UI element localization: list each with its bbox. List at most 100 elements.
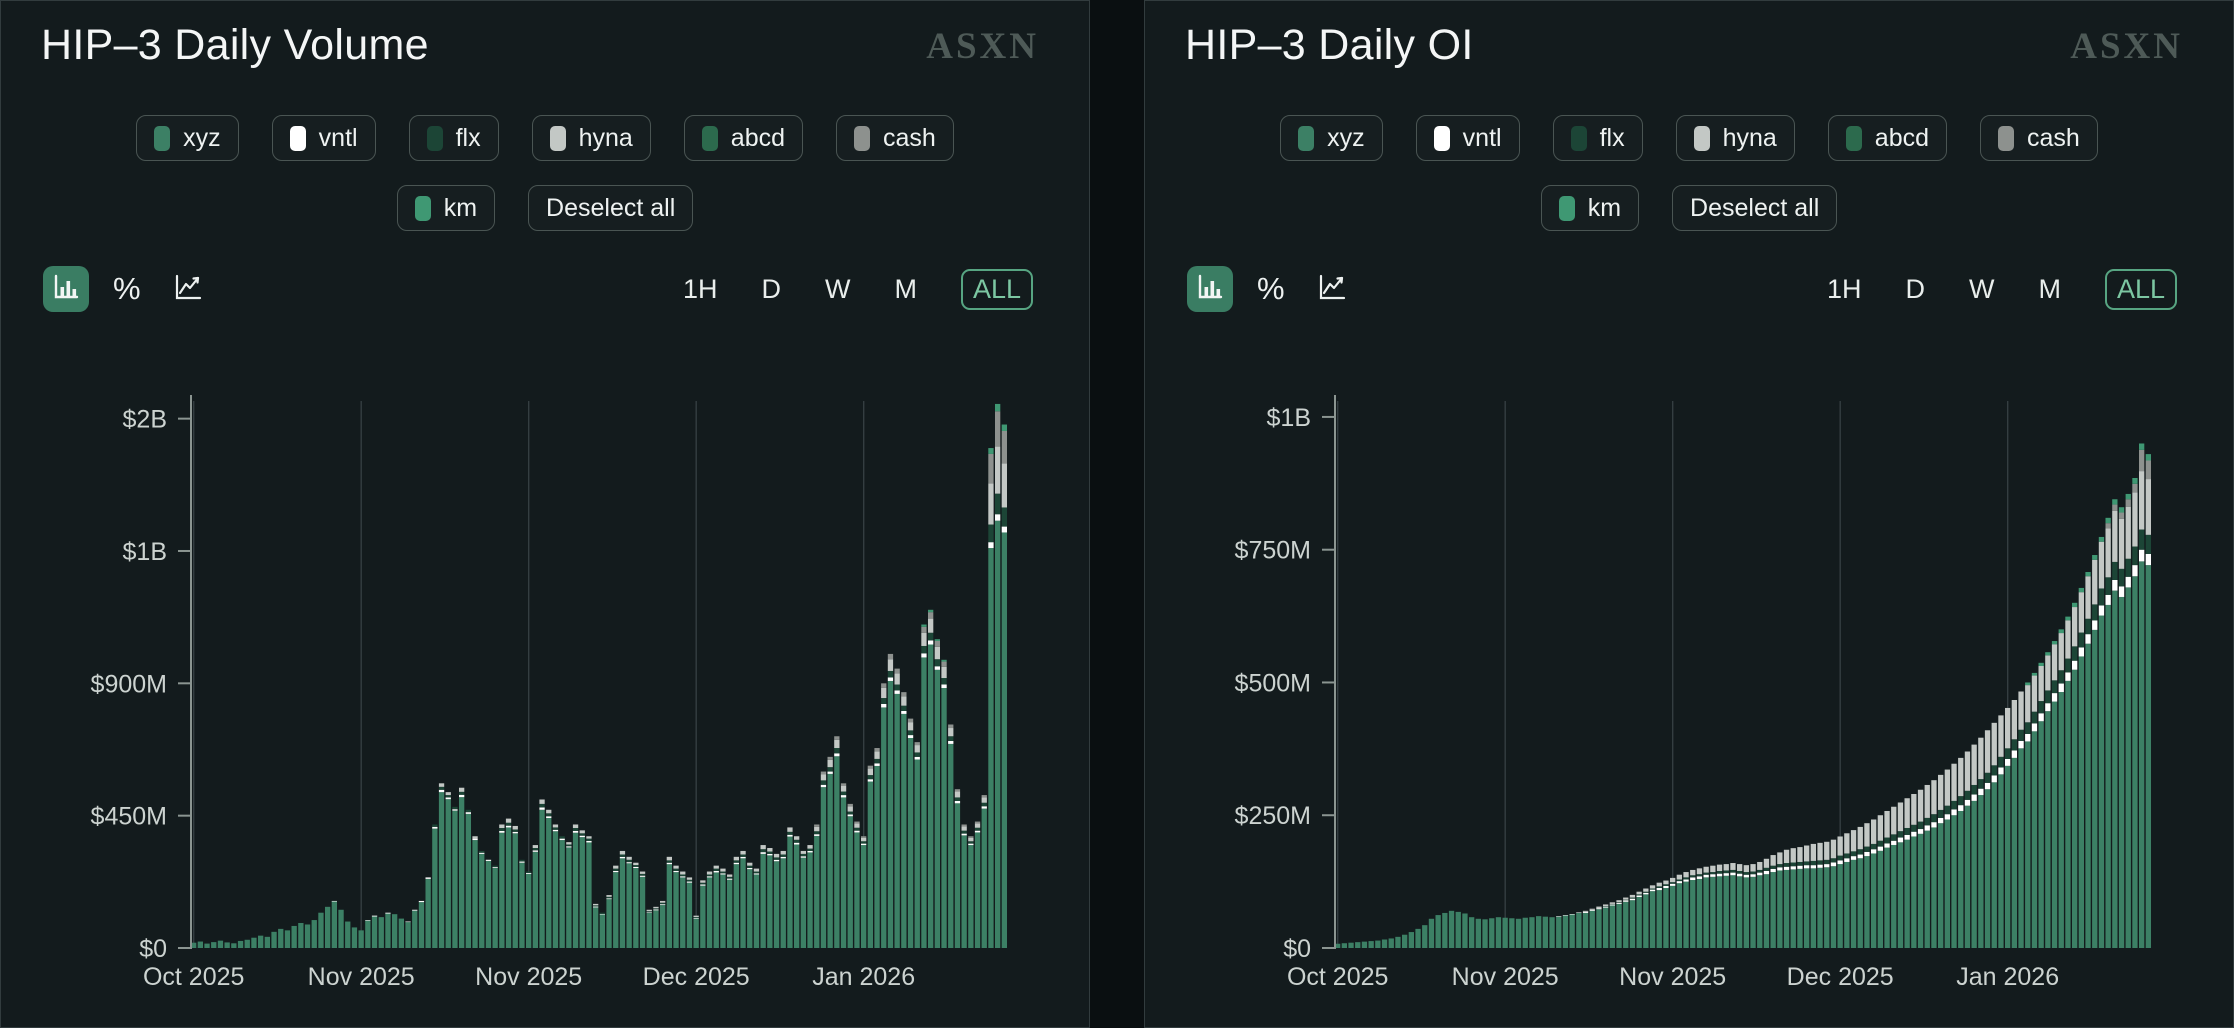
bar-segment-xyz [646,913,652,948]
bar-segment-vntl [827,771,833,774]
bar-segment-vntl [794,842,800,845]
bar-segment-xyz [338,909,344,948]
bar-segment-xyz [867,781,873,948]
bar-segment-hyna [1810,843,1816,861]
percent-chart-button[interactable]: % [113,271,141,306]
bar-segment-xyz [1435,915,1441,948]
bar-segment-xyz [398,918,404,948]
line-chart-button[interactable] [1309,266,1355,312]
legend-item-vntl[interactable]: vntl [1415,115,1520,161]
bar-segment-xyz [2051,701,2058,948]
bar-segment-hyna [921,632,927,646]
time-range-d[interactable]: D [1905,273,1925,304]
bar-segment-xyz [1917,833,1924,948]
page-title: HIP–3 Daily OI [1185,21,1474,69]
bar-segment-flx [1938,809,1944,818]
time-range-all[interactable]: ALL [960,268,1033,310]
bar-segment-flx [526,871,532,874]
bar-segment-hyna [1683,872,1689,878]
y-axis-label: $250M [1235,802,1311,830]
legend: xyz vntl flx hyna abcd cash km Deselect all [1,115,1089,231]
time-range-1h[interactable]: 1H [682,273,718,304]
bar-segment-xyz [1984,789,1991,948]
bar-segment-flx [666,860,672,863]
bar-segment-xyz [800,857,806,948]
bar-segment-flx [847,811,853,815]
bar-segment-flx [653,908,659,910]
bar-segment-km [941,659,947,662]
bar-segment-xyz [1911,836,1917,948]
legend-item-xyz[interactable]: xyz [1280,115,1383,161]
bar-segment-flx [1757,869,1763,873]
time-range-d[interactable]: D [761,273,781,304]
bar-segment-xyz [1964,805,1971,948]
legend-item-abcd[interactable]: abcd [1827,115,1948,161]
bar-chart-button[interactable] [1187,266,1233,312]
bar-segment-vntl [519,861,525,863]
bar-segment-xyz [204,943,210,948]
legend-item-cash[interactable]: cash [1980,115,2098,161]
bar-segment-xyz [706,877,713,948]
deselect-all-button[interactable]: Deselect all [528,185,694,231]
bar-segment-flx [626,859,632,863]
legend-item-km[interactable]: km [1540,185,1640,231]
line-chart-button[interactable] [165,266,211,312]
bar-segment-xyz [351,927,358,948]
legend-item-hyna[interactable]: hyna [531,115,651,161]
bar-segment-flx [1797,861,1803,866]
bar-segment-flx [1723,870,1729,874]
bar-segment-km [921,624,927,627]
bar-segment-km [934,639,940,641]
bar-segment-vntl [680,876,686,878]
deselect-all-button[interactable]: Deselect all [1672,185,1838,231]
legend: xyz vntl flx hyna abcd cash km Deselect all [1145,115,2233,231]
legend-item-flx[interactable]: flx [408,115,499,161]
bar-segment-hyna [861,837,867,842]
bar-segment-xyz [2132,576,2138,948]
bar-segment-vntl [1891,840,1897,845]
bar-segment-xyz [1730,875,1736,948]
legend-item-abcd[interactable]: abcd [683,115,804,161]
bar-segment-hyna [794,836,800,840]
bar-segment-flx [981,802,987,807]
bar-segment-xyz [539,809,545,948]
bar-segment-hyna [847,806,853,812]
time-range-w[interactable]: W [824,273,851,304]
time-range-m[interactable]: M [894,273,917,304]
bar-segment-flx [814,831,820,835]
bar-segment-vntl [1804,865,1810,869]
bar-segment-vntl [1643,892,1649,895]
bar-segment-xyz [1857,858,1863,948]
legend-item-cash[interactable]: cash [836,115,954,161]
time-range-w[interactable]: W [1968,273,1995,304]
bar-segment-xyz [1589,910,1595,948]
time-range-m[interactable]: M [2038,273,2061,304]
legend-item-km[interactable]: km [396,185,496,231]
legend-item-vntl[interactable]: vntl [271,115,376,161]
legend-item-xyz[interactable]: xyz [136,115,239,161]
time-range-1h[interactable]: 1H [1826,273,1862,304]
legend-item-hyna[interactable]: hyna [1675,115,1795,161]
bar-chart-button[interactable] [43,266,89,312]
bar-segment-vntl [1716,873,1723,877]
bar-segment-hyna [800,850,806,854]
bar-segment-hyna [1582,910,1589,912]
percent-chart-button[interactable]: % [1257,271,1285,306]
bar-segment-xyz [1502,917,1508,948]
bar-segment-vntl [2092,620,2098,630]
legend-item-flx[interactable]: flx [1552,115,1643,161]
bar-segment-xyz [505,827,512,948]
bar-segment-flx [613,868,619,871]
bar-segment-xyz [264,936,270,948]
bar-segment-xyz [1891,844,1897,948]
bar-segment-hyna [1877,815,1883,841]
bar-segment-vntl [1790,866,1796,870]
bar-segment-cash [2132,483,2138,493]
bar-segment-vntl [1690,877,1696,881]
bar-segment-vntl [599,913,605,915]
bar-segment-hyna [1676,874,1682,880]
bar-segment-hyna [1783,849,1790,864]
time-range-all[interactable]: ALL [2104,268,2177,310]
